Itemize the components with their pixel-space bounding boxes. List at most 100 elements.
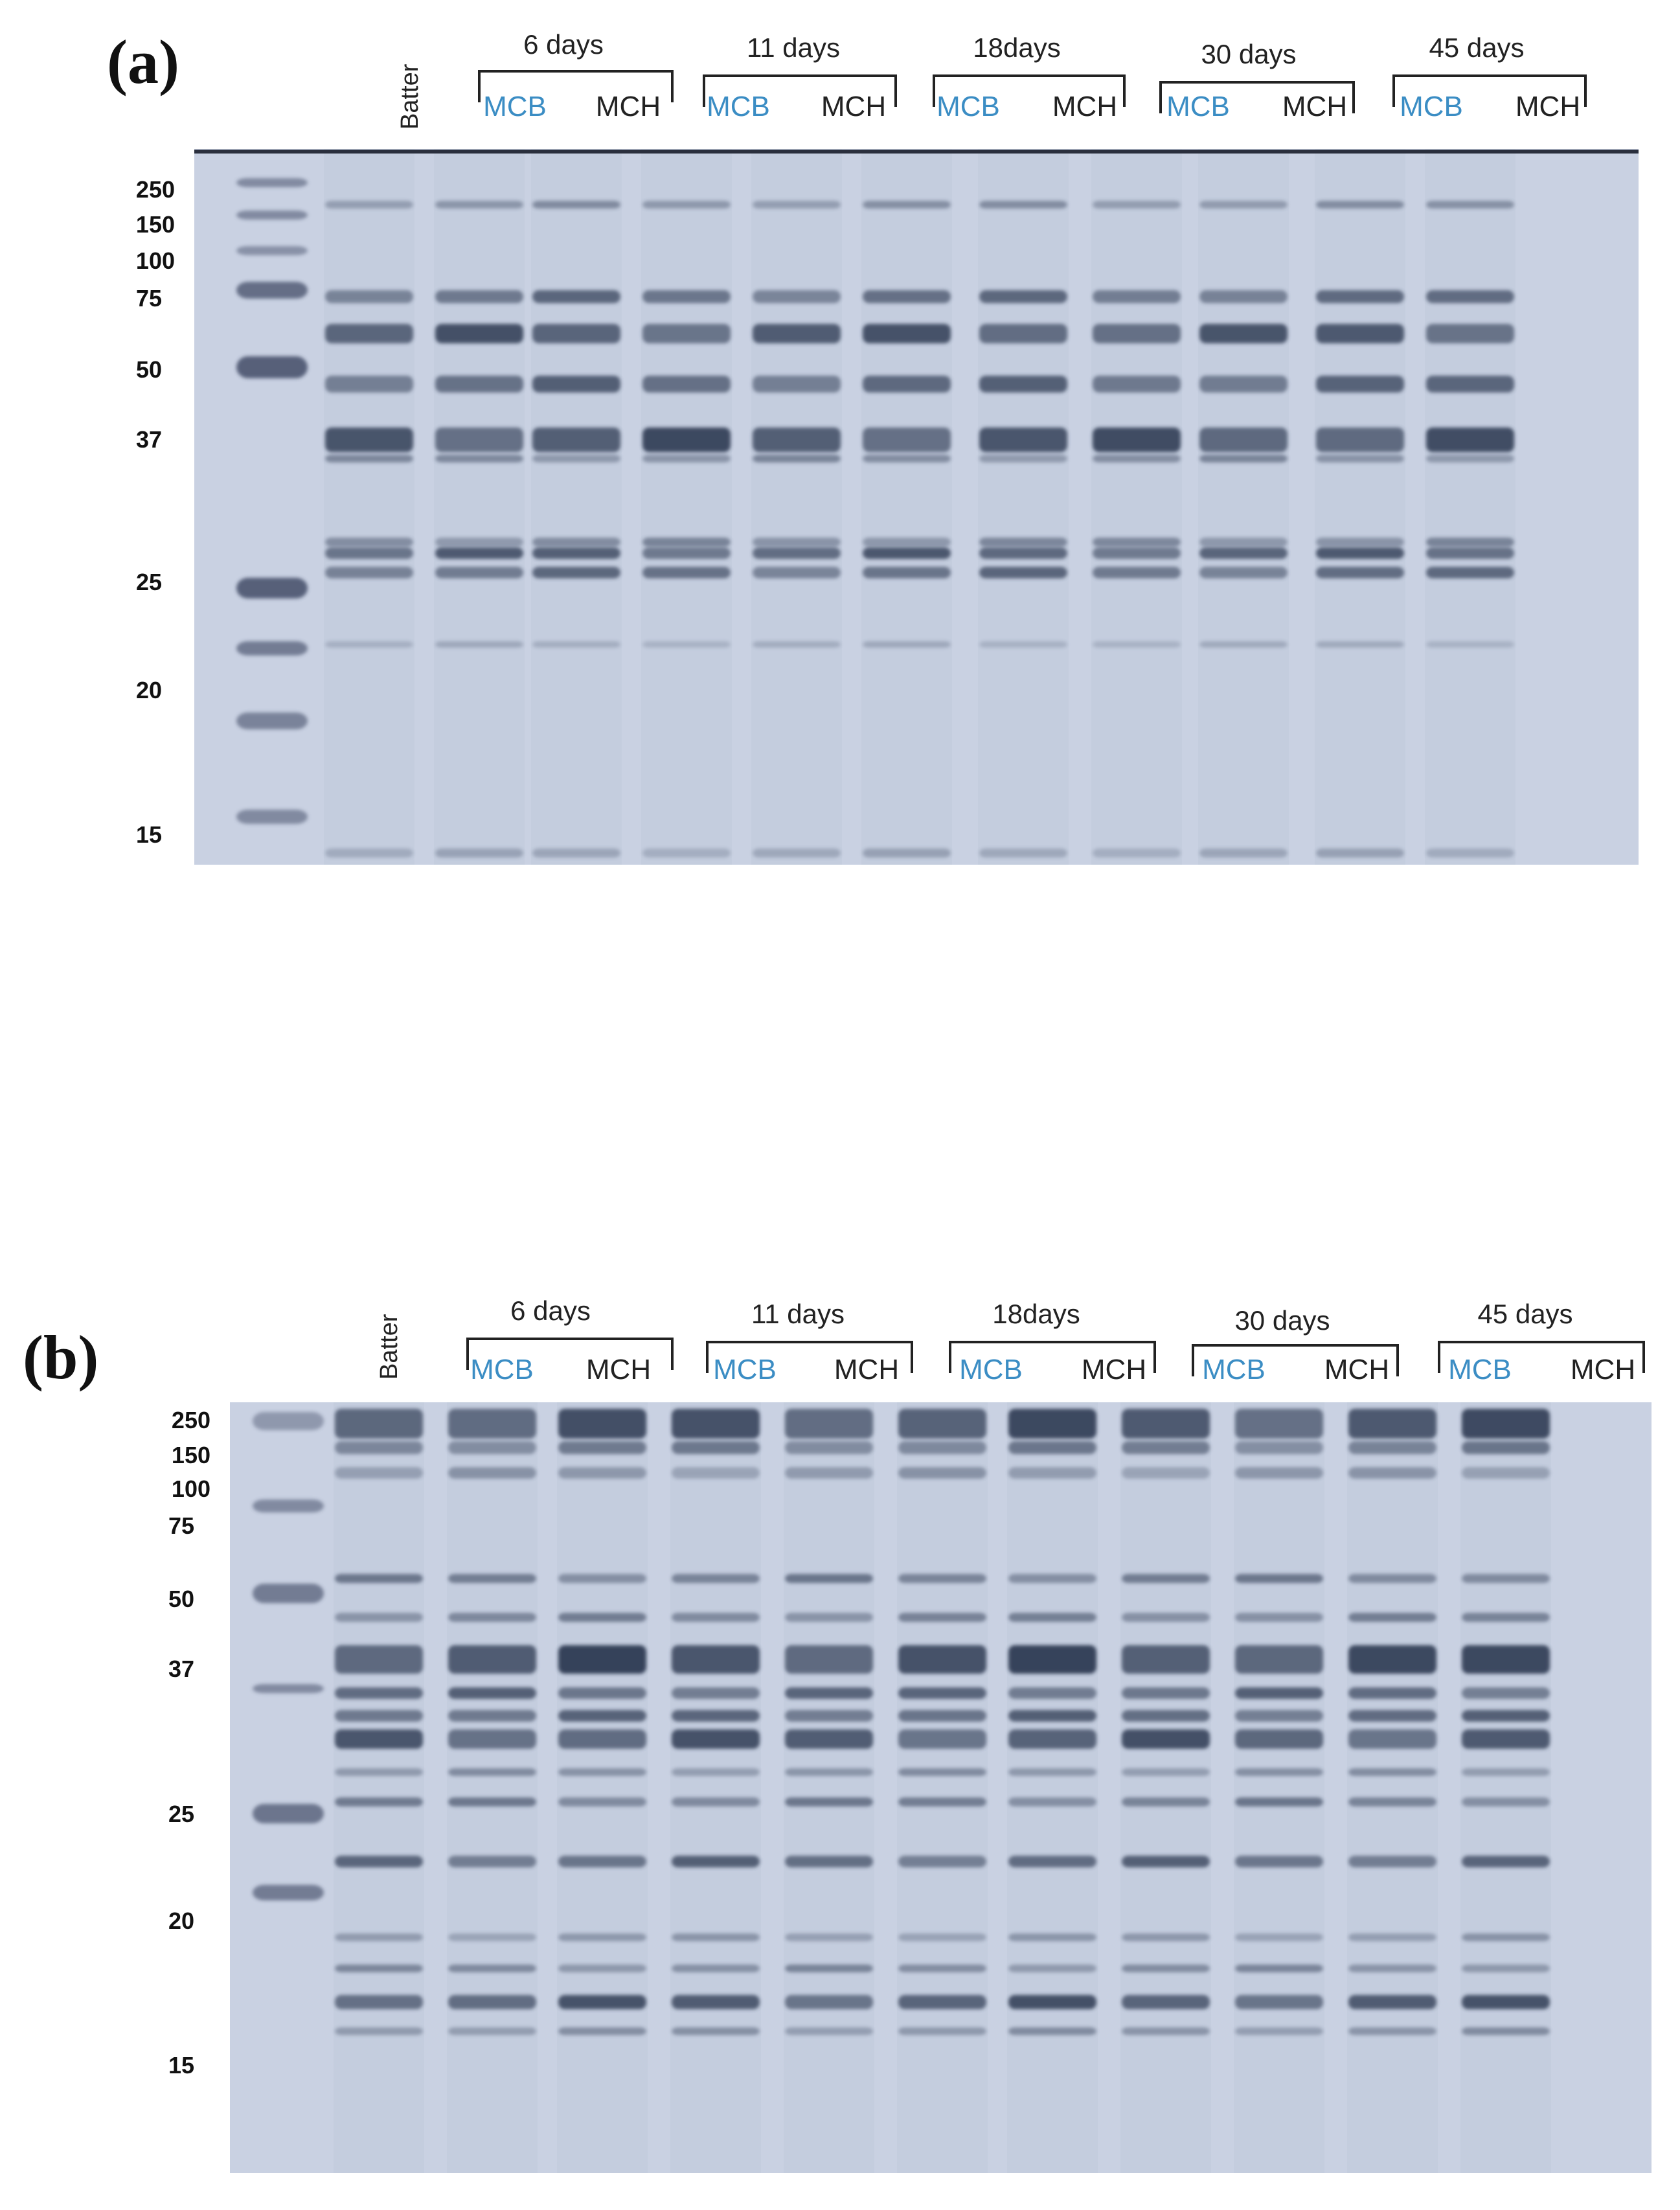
gel-band [1462,1409,1550,1439]
gel-band [863,538,951,547]
gel-band [672,1467,760,1479]
gel-band [558,1687,646,1699]
gel-band [753,201,841,209]
gel-band [1348,1729,1436,1749]
gel-band [753,641,841,648]
gel-band [1199,324,1288,343]
gel-band [532,641,620,648]
gel-band [532,547,620,559]
gel-band [1462,1729,1550,1749]
gel-lane [324,149,414,865]
gel-lane [1425,149,1515,865]
gel-band [1235,1965,1323,1972]
gel-band [863,290,951,303]
gel-band [558,2027,646,2035]
gel-band [1199,641,1288,648]
gel-lane [1234,1402,1324,2173]
gel-band [672,1574,760,1583]
gel-band [785,2027,873,2035]
gel-band [325,641,413,648]
gel-band [672,1933,760,1941]
gel-lane [784,1402,874,2173]
gel-band [1316,455,1404,462]
gel-band [435,376,523,393]
gel-band [1122,1409,1210,1439]
gel-band [1462,1574,1550,1583]
ladder-band [236,211,308,220]
ladder-band [236,578,308,598]
lane-label-mch: MCH [1570,1354,1636,1385]
gel-band [448,1574,536,1583]
lane-label-mch: MCH [1052,91,1118,122]
gel-band [335,1729,423,1749]
gel-band [1316,538,1404,547]
group-title-18days: 18days [973,32,1061,63]
gel-band [1093,376,1181,393]
gel-band [435,201,523,209]
gel-band [448,1933,536,1941]
mw-marker-50: 50 [168,1586,194,1612]
gel-band [558,1613,646,1622]
gel-band [898,1768,986,1776]
gel-band [558,1933,646,1941]
group-bracket [1159,81,1355,113]
group-title-45-days: 45 days [1429,32,1525,63]
gel-band [1235,1409,1323,1439]
gel-image-a [194,149,1639,865]
ladder-band [253,1412,324,1430]
ladder-band [236,356,308,378]
gel-band [1316,427,1404,452]
gel-band [1348,1797,1436,1806]
group-bracket [1392,74,1587,107]
lane-label-mch: MCH [595,91,661,122]
gel-band [448,2027,536,2035]
gel-lane [334,1402,424,2173]
gel-band [979,290,1067,303]
gel-band [448,1856,536,1867]
gel-band [435,547,523,559]
gel-band [1316,376,1404,393]
gel-band [863,427,951,452]
gel-band [532,376,620,393]
group-title-11-days: 11 days [751,1299,845,1329]
lane-label-mcb: MCB [1448,1354,1512,1385]
gel-band [325,538,413,547]
gel-band [1426,376,1514,393]
ladder-band [253,1684,324,1693]
gel-band [753,538,841,547]
gel-band [558,1441,646,1454]
gel-band [785,1409,873,1439]
group-bracket [703,74,897,107]
gel-band [558,1856,646,1867]
group-bracket [1192,1344,1399,1376]
gel-band [1426,201,1514,209]
gel-band [435,849,523,858]
gel-lane [1198,149,1289,865]
gel-band [325,290,413,303]
gel-band [785,1467,873,1479]
gel-band [1122,2027,1210,2035]
gel-band [1316,547,1404,559]
gel-band [335,1613,423,1622]
gel-band [1235,1441,1323,1454]
lane-label-mch: MCH [834,1354,900,1385]
gel-band [1008,1933,1096,1941]
gel-band [753,849,841,858]
gel-band [979,547,1067,559]
gel-band [325,201,413,209]
gel-band [898,1995,986,2009]
gel-band [785,1933,873,1941]
gel-band [1122,1574,1210,1583]
gel-band [1199,455,1288,462]
gel-band [898,1441,986,1454]
gel-band [1199,538,1288,547]
gel-band [1093,324,1181,343]
gel-band [1462,1797,1550,1806]
gel-band [448,1441,536,1454]
gel-band [1348,1965,1436,1972]
gel-band [979,641,1067,648]
gel-band [435,455,523,462]
gel-band [785,1729,873,1749]
gel-band [335,1645,423,1674]
gel-band [1462,1441,1550,1454]
